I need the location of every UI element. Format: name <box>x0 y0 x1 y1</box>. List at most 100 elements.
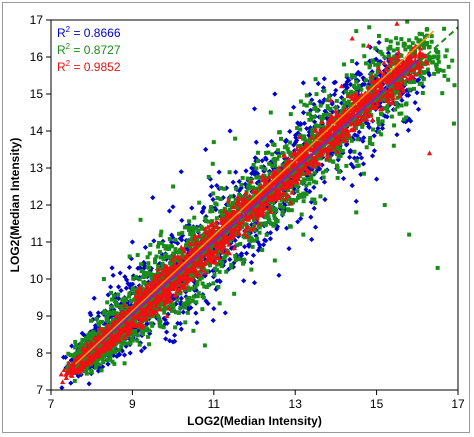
data-point <box>338 141 343 146</box>
data-point <box>208 247 213 252</box>
data-point <box>312 133 317 138</box>
data-point <box>171 184 176 189</box>
data-point <box>302 102 307 107</box>
data-point <box>278 202 283 207</box>
data-point <box>436 59 441 64</box>
data-point <box>435 265 440 270</box>
data-point <box>355 69 361 76</box>
data-point <box>138 217 143 222</box>
data-point <box>356 163 361 168</box>
data-point <box>248 259 255 266</box>
data-point <box>309 176 314 181</box>
data-point <box>354 155 360 161</box>
data-point <box>229 265 234 270</box>
data-point <box>354 210 359 215</box>
data-point <box>135 314 141 320</box>
data-point <box>211 281 216 286</box>
data-point <box>259 158 265 164</box>
data-point <box>241 278 247 284</box>
data-point <box>69 343 75 349</box>
data-point <box>253 214 258 219</box>
data-point <box>169 244 174 249</box>
data-point <box>154 254 159 259</box>
data-point <box>195 280 200 285</box>
data-point <box>121 302 127 308</box>
data-point <box>156 264 161 269</box>
data-point <box>328 106 333 111</box>
data-point <box>139 262 144 267</box>
data-point <box>280 163 285 168</box>
data-point <box>306 139 311 144</box>
data-point <box>382 106 387 111</box>
data-point <box>216 169 222 175</box>
data-point <box>189 205 195 211</box>
data-point <box>92 323 99 329</box>
data-point <box>103 346 109 352</box>
data-point <box>361 135 367 141</box>
data-point <box>251 218 256 223</box>
data-point <box>105 358 110 363</box>
data-point <box>303 138 308 143</box>
data-point <box>402 64 407 69</box>
data-point <box>129 298 134 303</box>
data-point <box>302 194 307 199</box>
data-point <box>417 31 422 36</box>
data-point <box>427 57 432 62</box>
data-point <box>187 219 192 224</box>
data-point <box>147 270 152 275</box>
data-point <box>376 33 381 38</box>
data-point <box>395 104 400 109</box>
data-point <box>399 53 404 58</box>
data-point <box>178 326 184 332</box>
data-point <box>187 295 192 300</box>
data-point <box>344 101 349 106</box>
data-point <box>224 252 229 257</box>
data-point <box>344 73 349 78</box>
data-point <box>233 169 239 175</box>
data-point <box>342 62 347 67</box>
data-point <box>307 117 312 122</box>
data-point <box>368 135 373 140</box>
data-point <box>173 238 178 243</box>
data-point <box>110 359 115 364</box>
data-point <box>315 131 320 136</box>
data-point <box>440 91 445 96</box>
data-point <box>417 45 424 51</box>
data-point <box>112 318 117 323</box>
data-point <box>197 277 202 282</box>
data-point <box>254 175 259 180</box>
data-point <box>202 232 207 237</box>
data-point <box>110 305 115 310</box>
data-point <box>309 115 314 120</box>
data-point <box>321 175 326 180</box>
data-point <box>161 257 166 262</box>
data-point <box>233 258 238 263</box>
data-point <box>296 144 301 149</box>
data-point <box>361 81 368 87</box>
data-point <box>124 341 129 346</box>
data-point <box>382 62 388 69</box>
data-point <box>320 135 326 141</box>
data-point <box>363 61 368 66</box>
data-point <box>374 47 381 54</box>
data-point <box>356 71 363 78</box>
data-point <box>256 150 261 155</box>
data-point <box>119 344 124 349</box>
data-point <box>274 224 281 230</box>
data-point <box>305 174 311 180</box>
data-point <box>73 339 78 344</box>
data-point <box>298 215 304 222</box>
data-point <box>335 163 340 168</box>
data-point <box>252 228 257 233</box>
data-point <box>124 298 129 303</box>
data-point <box>298 127 303 132</box>
data-point <box>190 234 195 239</box>
data-point <box>117 270 123 276</box>
data-point <box>301 136 306 141</box>
data-point <box>408 118 414 124</box>
data-point <box>218 186 223 191</box>
data-point <box>369 153 376 159</box>
data-point <box>208 209 213 214</box>
data-point <box>105 319 110 324</box>
data-point <box>384 38 389 43</box>
